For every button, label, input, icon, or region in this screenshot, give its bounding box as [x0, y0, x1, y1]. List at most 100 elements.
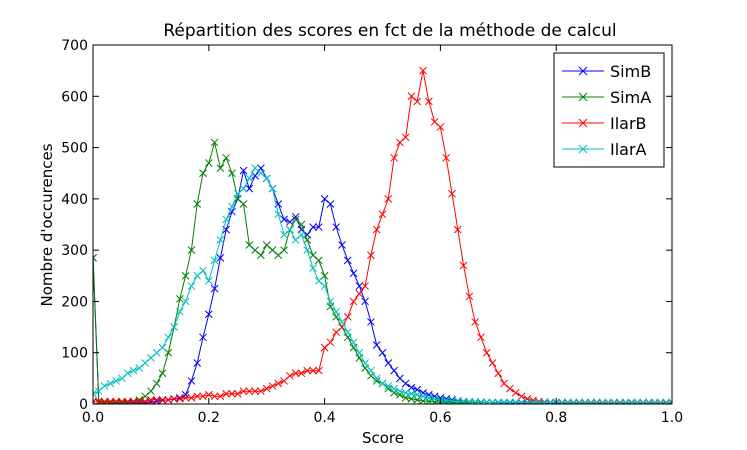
data-point-simb — [187, 377, 196, 385]
data-point-simb — [367, 318, 375, 326]
legend: SimB SimA IlarB IlarA — [553, 52, 665, 168]
data-point-ilara — [656, 398, 665, 404]
data-point-ilara — [309, 264, 317, 272]
data-point-ilarb — [488, 359, 497, 367]
data-point-ilara — [262, 174, 271, 183]
data-point-ilarb — [314, 366, 323, 375]
data-point-ilarb — [424, 97, 433, 106]
data-point-ilarb — [286, 371, 294, 380]
data-point-ilarb — [517, 392, 526, 401]
legend-marker — [578, 92, 588, 102]
data-point-ilarb — [245, 387, 254, 396]
data-point-sima — [372, 377, 381, 385]
data-point-ilara — [506, 398, 514, 404]
data-point-ilara — [343, 328, 352, 337]
data-point-ilara — [106, 379, 115, 388]
legend-item-ilara: IlarA — [562, 140, 647, 159]
data-point-ilara — [616, 398, 624, 404]
data-point-ilarb — [442, 153, 451, 162]
data-point-ilara — [390, 384, 398, 393]
data-point-ilarb — [378, 210, 387, 219]
data-point-ilarb — [204, 390, 213, 399]
data-point-sima — [193, 200, 202, 208]
plot-area — [93, 66, 672, 404]
data-point-simb — [390, 366, 398, 375]
data-point-ilara — [303, 246, 312, 254]
data-point-ilara — [268, 184, 277, 193]
data-point-ilarb — [494, 369, 503, 378]
legend-label: IlarA — [610, 140, 647, 159]
data-point-ilarb — [222, 389, 231, 398]
legend-label: SimB — [610, 62, 651, 81]
series-ilara — [93, 164, 672, 404]
data-point-simb — [361, 297, 369, 306]
data-point-simb — [384, 359, 393, 367]
legend-item-sima: SimA — [562, 88, 651, 107]
data-point-ilarb — [372, 225, 381, 234]
data-point-ilara — [471, 398, 479, 404]
data-point-ilara — [482, 398, 491, 404]
data-point-sima — [100, 398, 109, 404]
x-tick-label: 0.8 — [545, 410, 567, 426]
data-point-ilara — [222, 215, 231, 224]
data-point-sima — [257, 251, 265, 260]
legend-item-ilarb: IlarB — [562, 114, 647, 133]
x-tick-label: 0.0 — [82, 410, 104, 426]
data-point-simb — [181, 390, 190, 399]
data-point-ilara — [569, 398, 578, 404]
data-point-ilara — [181, 297, 190, 306]
data-point-ilara — [170, 323, 178, 331]
data-point-ilara — [500, 398, 508, 404]
data-point-ilarb — [459, 261, 468, 270]
data-point-ilara — [326, 297, 335, 306]
data-point-sima — [112, 398, 121, 404]
data-point-ilarb — [419, 66, 427, 75]
data-point-simb — [338, 241, 346, 249]
data-point-ilara — [378, 379, 387, 388]
data-point-ilara — [396, 387, 404, 396]
legend-marker — [578, 66, 588, 76]
data-point-ilara — [627, 398, 636, 404]
data-point-ilarb — [349, 297, 358, 306]
data-point-ilara — [129, 366, 138, 375]
data-point-ilara — [361, 359, 369, 367]
data-point-sima — [228, 169, 236, 178]
data-point-ilara — [546, 398, 555, 404]
data-point-ilarb — [193, 392, 202, 401]
data-point-simb — [378, 348, 387, 357]
data-point-ilarb — [268, 382, 277, 390]
data-point-ilarb — [228, 389, 236, 398]
x-tick-label: 0.4 — [313, 410, 335, 426]
data-point-ilarb — [158, 396, 167, 404]
y-tick-label: 400 — [61, 192, 88, 208]
data-point-ilara — [650, 398, 659, 404]
data-point-ilara — [558, 398, 566, 404]
data-point-ilarb — [303, 366, 312, 375]
data-point-sima — [118, 398, 126, 404]
data-point-ilara — [384, 382, 393, 390]
data-point-sima — [396, 390, 404, 399]
data-point-sima — [280, 246, 288, 254]
y-tick-label: 100 — [61, 346, 88, 362]
legend-label: SimA — [610, 88, 651, 107]
data-point-ilarb — [147, 396, 155, 404]
y-tick-label: 600 — [61, 89, 88, 105]
data-point-simb — [343, 256, 352, 265]
data-point-simb — [204, 310, 213, 319]
data-point-sima — [135, 396, 144, 404]
data-point-sima — [216, 164, 225, 172]
data-point-simb — [210, 284, 219, 293]
data-point-ilara — [604, 398, 613, 404]
data-point-simb — [123, 399, 132, 404]
data-point-sima — [181, 271, 190, 280]
data-point-ilara — [662, 398, 671, 404]
data-point-simb — [349, 269, 358, 278]
data-point-ilara — [175, 307, 184, 316]
data-point-ilara — [204, 277, 213, 285]
x-tick-label: 0.6 — [429, 410, 451, 426]
legend-marker — [578, 144, 588, 154]
series-sima — [93, 138, 672, 404]
data-point-ilara — [511, 398, 520, 404]
data-point-ilarb — [199, 392, 207, 401]
